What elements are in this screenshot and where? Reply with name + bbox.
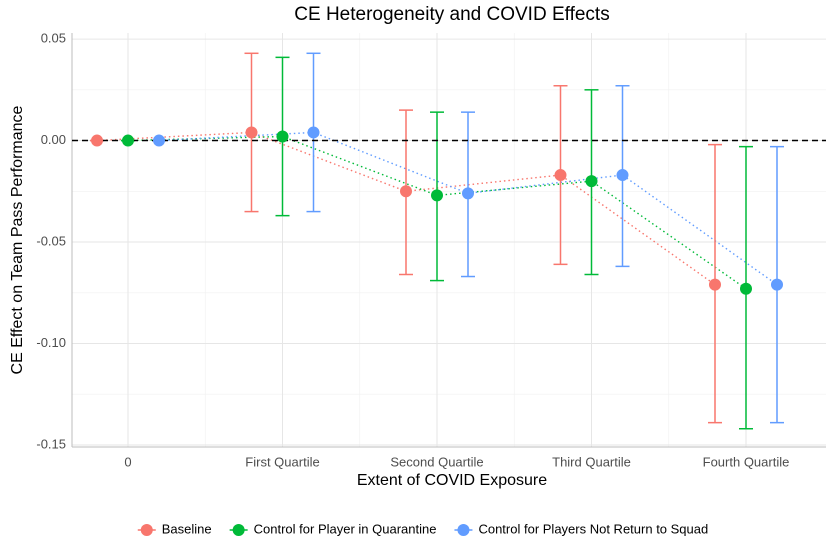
point <box>307 126 320 139</box>
y-tick-label: -0.05 <box>36 233 66 248</box>
x-tick-label: Second Quartile <box>390 454 483 469</box>
legend-item: Baseline <box>137 521 212 536</box>
point <box>122 134 134 147</box>
y-tick-label: 0.05 <box>41 31 66 46</box>
y-tick-label: -0.10 <box>36 335 66 350</box>
point <box>709 278 721 291</box>
point <box>585 175 598 188</box>
point <box>771 278 783 291</box>
point <box>276 130 289 143</box>
legend-item: Control for Player in Quarantine <box>229 521 437 536</box>
point <box>462 187 474 200</box>
point <box>554 169 567 182</box>
legend-label: Control for Players Not Return to Squad <box>478 521 708 536</box>
chart-title: CE Heterogeneity and COVID Effects <box>294 4 609 25</box>
legend-item: Control for Players Not Return to Squad <box>454 521 708 536</box>
x-tick-label: 0 <box>124 454 131 469</box>
point <box>616 169 629 182</box>
x-tick-label: First Quartile <box>245 454 319 469</box>
legend: Baseline Control for Player in Quarantine… <box>137 521 708 536</box>
y-tick-label: -0.15 <box>36 436 66 451</box>
x-axis-title: Extent of COVID Exposure <box>357 472 547 489</box>
point <box>91 134 103 147</box>
point <box>740 282 752 295</box>
legend-label: Control for Player in Quarantine <box>254 521 437 536</box>
y-tick-label: 0.00 <box>41 132 66 147</box>
point <box>245 126 258 139</box>
legend-key <box>232 524 245 536</box>
legend-label: Baseline <box>162 521 212 536</box>
y-axis-title: CE Effect on Team Pass Performance <box>9 105 26 374</box>
legend-key <box>140 524 153 536</box>
point <box>153 134 165 147</box>
legend-key <box>457 524 470 536</box>
x-tick-label: Fourth Quartile <box>703 454 790 469</box>
x-tick-label: Third Quartile <box>552 454 631 469</box>
point <box>400 185 412 198</box>
point <box>431 189 443 202</box>
